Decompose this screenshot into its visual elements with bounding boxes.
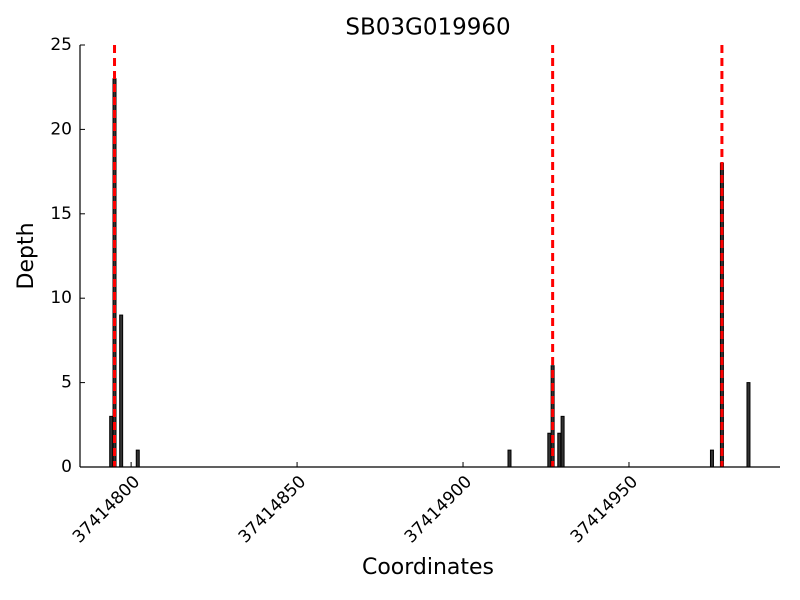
y-tick-label: 25 bbox=[50, 35, 72, 55]
bar bbox=[109, 415, 114, 468]
bar bbox=[560, 415, 565, 468]
bar bbox=[709, 449, 714, 468]
y-tick-label: 20 bbox=[50, 119, 72, 139]
y-axis-label: Depth bbox=[14, 222, 39, 289]
bar bbox=[746, 382, 751, 468]
bar bbox=[135, 449, 140, 468]
y-tick-label: 15 bbox=[50, 204, 72, 224]
x-axis-label: Coordinates bbox=[362, 555, 494, 580]
bar bbox=[547, 432, 552, 468]
bar bbox=[557, 432, 562, 468]
bar bbox=[119, 314, 124, 468]
x-tick-label: 37414850 bbox=[235, 472, 310, 547]
y-tick-label: 10 bbox=[50, 288, 72, 308]
y-tick-label: 5 bbox=[61, 373, 72, 393]
bar bbox=[507, 449, 512, 468]
x-tick-label: 37414900 bbox=[401, 472, 476, 547]
x-tick-label: 37414950 bbox=[567, 472, 642, 547]
y-tick-label: 0 bbox=[61, 457, 72, 477]
chart-title: SB03G019960 bbox=[345, 15, 510, 41]
x-tick-label: 37414800 bbox=[69, 472, 144, 547]
